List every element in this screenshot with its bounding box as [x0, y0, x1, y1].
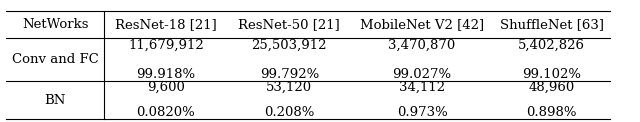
Text: 0.208%: 0.208% — [264, 106, 314, 119]
Text: Conv and FC: Conv and FC — [12, 53, 99, 66]
Text: 11,679,912: 11,679,912 — [128, 39, 204, 52]
Text: 9,600: 9,600 — [147, 81, 185, 94]
Text: 0.898%: 0.898% — [527, 106, 577, 119]
Text: 99.918%: 99.918% — [136, 68, 196, 81]
Text: ResNet-18 [21]: ResNet-18 [21] — [115, 18, 217, 31]
Text: 53,120: 53,120 — [266, 81, 312, 94]
Text: 99.792%: 99.792% — [260, 68, 319, 81]
Text: 99.027%: 99.027% — [392, 68, 452, 81]
Text: 99.102%: 99.102% — [522, 68, 581, 81]
Text: ShuffleNet [63]: ShuffleNet [63] — [500, 18, 604, 31]
Text: 3,470,870: 3,470,870 — [388, 39, 456, 52]
Text: 48,960: 48,960 — [529, 81, 575, 94]
Text: 25,503,912: 25,503,912 — [252, 39, 327, 52]
Text: 34,112: 34,112 — [399, 81, 445, 94]
Text: 5,402,826: 5,402,826 — [518, 39, 585, 52]
Text: BN: BN — [45, 94, 66, 107]
Text: NetWorks: NetWorks — [22, 18, 88, 31]
Text: 0.0820%: 0.0820% — [136, 106, 195, 119]
Text: 0.973%: 0.973% — [397, 106, 447, 119]
Text: ResNet-50 [21]: ResNet-50 [21] — [238, 18, 340, 31]
Text: MobileNet V2 [42]: MobileNet V2 [42] — [360, 18, 484, 31]
